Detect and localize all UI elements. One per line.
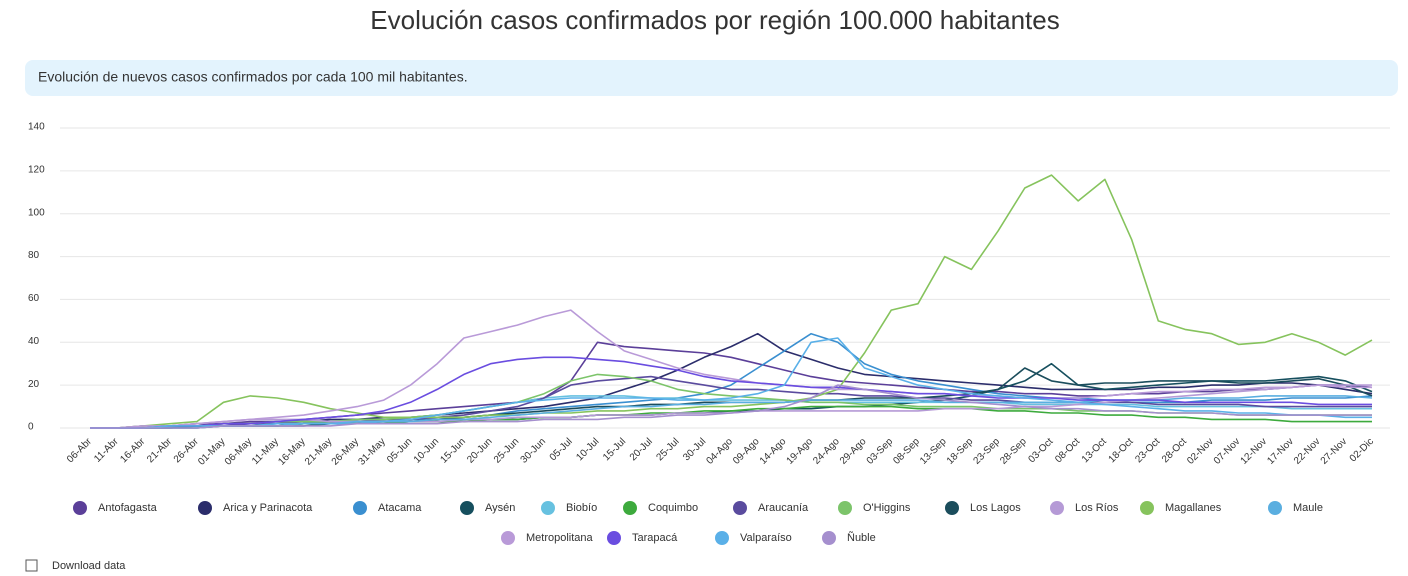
legend-marker — [198, 501, 212, 515]
x-tick-label: 22-Nov — [1292, 436, 1323, 467]
x-tick-label: 23-Sep — [971, 436, 1002, 467]
legend-marker — [1050, 501, 1064, 515]
y-tick-label: 60 — [28, 293, 40, 304]
legend-marker — [541, 501, 555, 515]
series-line — [90, 337, 1372, 429]
legend-marker — [1140, 501, 1154, 515]
x-tick-label: 20-Jun — [465, 436, 494, 465]
x-tick-label: 02-Nov — [1185, 436, 1216, 467]
x-tick-label: 06-Abr — [65, 436, 94, 465]
chart-title: Evolución casos confirmados por región 1… — [370, 5, 1059, 35]
y-tick-label: 20 — [28, 379, 40, 390]
download-icon[interactable] — [25, 559, 38, 572]
x-tick-label: 14-Ago — [758, 436, 789, 467]
legend-label: Magallanes — [1165, 502, 1222, 514]
x-tick-label: 10-Jun — [412, 436, 441, 465]
y-tick-label: 140 — [28, 122, 45, 133]
x-tick-label: 19-Ago — [785, 436, 816, 467]
legend-label: Ñuble — [847, 531, 876, 544]
x-tick-label: 15-Jul — [601, 436, 628, 463]
x-tick-label: 20-Jul — [628, 436, 655, 463]
legend-label: Tarapacá — [632, 532, 678, 544]
x-tick-label: 11-May — [250, 436, 281, 467]
legend-label: Los Ríos — [1075, 502, 1119, 514]
series-line — [90, 174, 1373, 429]
x-tick-label: 21-May — [303, 436, 334, 467]
legend-marker — [73, 501, 87, 515]
x-tick-label: 29-Ago — [838, 436, 869, 467]
legend-marker — [733, 501, 747, 515]
x-tick-label: 10-Jul — [574, 436, 601, 463]
legend-marker — [460, 501, 474, 515]
x-tick-label: 08-Oct — [1053, 436, 1082, 465]
legend-marker — [607, 531, 621, 545]
legend-label: Atacama — [378, 502, 422, 514]
legend-label: Los Lagos — [970, 502, 1021, 514]
legend-marker — [353, 501, 367, 515]
x-tick-label: 30-Jun — [519, 436, 548, 465]
x-tick-label: 06-May — [223, 436, 254, 467]
y-tick-label: 40 — [28, 336, 40, 347]
x-tick-label: 03-Sep — [865, 436, 896, 467]
x-tick-label: 26-May — [330, 436, 361, 467]
x-tick-label: 23-Oct — [1133, 436, 1162, 465]
y-tick-label: 120 — [28, 164, 45, 175]
legend-marker — [501, 531, 515, 545]
legend-label: Arica y Parinacota — [223, 502, 313, 514]
x-tick-label: 18-Oct — [1107, 436, 1136, 465]
y-tick-label: 80 — [28, 250, 40, 261]
x-tick-label: 07-Nov — [1212, 436, 1243, 467]
legend-label: O'Higgins — [863, 502, 911, 514]
legend-marker — [945, 501, 959, 515]
x-tick-label: 08-Sep — [891, 436, 922, 467]
series-line — [90, 356, 1372, 429]
x-tick-label: 17-Nov — [1265, 436, 1296, 467]
x-tick-label: 13-Sep — [918, 436, 949, 467]
x-tick-label: 18-Sep — [945, 436, 976, 467]
legend-label: Aysén — [485, 502, 515, 514]
x-tick-label: 25-Jun — [492, 436, 521, 465]
x-tick-label: 25-Jul — [655, 436, 682, 463]
x-tick-label: 05-Jul — [548, 436, 575, 463]
x-tick-label: 11-Abr — [92, 436, 121, 465]
x-tick-label: 02-Dic — [1348, 436, 1376, 464]
legend-label: Araucanía — [758, 502, 809, 514]
x-tick-label: 16-May — [276, 436, 307, 467]
legend-marker — [623, 501, 637, 515]
x-tick-label: 21-Abr — [145, 436, 174, 465]
x-tick-label: 31-May — [356, 436, 387, 467]
x-tick-label: 16-Abr — [118, 436, 147, 465]
x-tick-label: 15-Jun — [439, 436, 468, 465]
x-tick-label: 27-Nov — [1319, 436, 1350, 467]
x-tick-label: 12-Nov — [1239, 436, 1270, 467]
legend-marker — [838, 501, 852, 515]
x-tick-label: 24-Ago — [811, 436, 842, 467]
y-tick-label: 100 — [28, 207, 45, 218]
x-tick-label: 13-Oct — [1080, 436, 1109, 465]
chart-subtitle: Evolución de nuevos casos confirmados po… — [38, 69, 468, 85]
legend-marker — [822, 531, 836, 545]
legend-label: Maule — [1293, 502, 1323, 514]
series-line — [90, 309, 1372, 429]
legend-label: Antofagasta — [98, 502, 158, 514]
legend-marker — [715, 531, 729, 545]
x-tick-label: 04-Ago — [704, 436, 735, 467]
x-tick-label: 01-May — [196, 436, 227, 467]
series-line — [90, 384, 1372, 429]
x-tick-label: 28-Oct — [1160, 436, 1189, 465]
legend-label: Coquimbo — [648, 502, 698, 514]
x-tick-label: 03-Oct — [1026, 436, 1055, 465]
subtitle-box — [25, 60, 1398, 96]
legend-label: Valparaíso — [740, 532, 792, 544]
download-link[interactable]: Download data — [52, 560, 126, 572]
x-tick-label: 28-Sep — [998, 436, 1029, 467]
legend-marker — [1268, 501, 1282, 515]
legend-label: Metropolitana — [526, 532, 594, 544]
legend-label: Biobío — [566, 502, 597, 514]
x-tick-label: 09-Ago — [731, 436, 762, 467]
x-tick-label: 05-Jun — [385, 436, 414, 465]
y-tick-label: 0 — [28, 422, 34, 433]
